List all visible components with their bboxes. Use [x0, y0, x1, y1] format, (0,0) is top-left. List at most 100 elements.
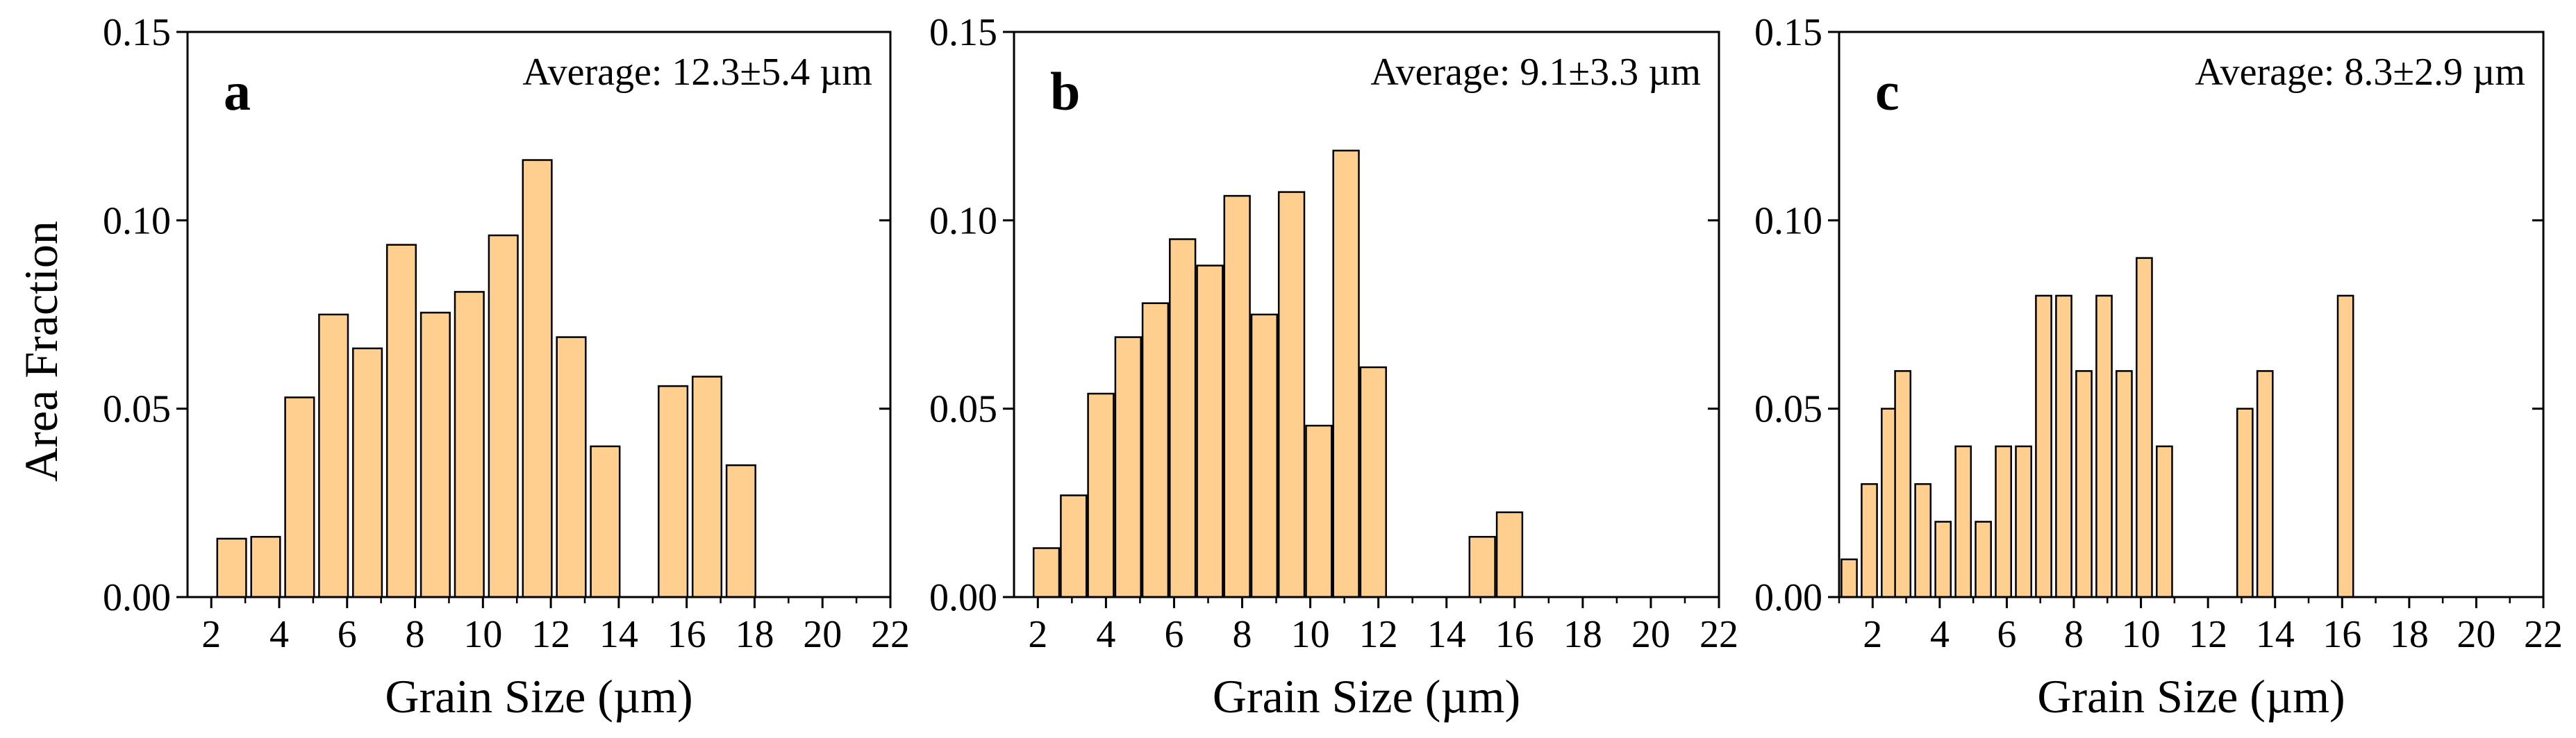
bar: 8.3 µm: 0.06 — [2075, 370, 2093, 598]
panel-letter: a — [224, 61, 251, 121]
y-tick-label: 0.15 — [1754, 11, 1822, 54]
x-tick-label: 20 — [1631, 613, 1670, 656]
x-tick-label: 2 — [201, 613, 221, 656]
bar: 15.05 µm: 0.016 — [1468, 535, 1496, 598]
y-tick-label: 0.05 — [1754, 388, 1822, 431]
y-tick-label: 0.00 — [1754, 576, 1822, 619]
x-tick-label: 4 — [1096, 613, 1115, 656]
x-tick-label: 18 — [735, 613, 774, 656]
average-annotation: Average: 12.3±5.4 µm — [522, 51, 872, 94]
y-tick-label: 0.05 — [929, 388, 997, 431]
y-tick-label: 0.10 — [103, 199, 171, 242]
bar: 4.65 µm: 0.069 — [1114, 336, 1142, 598]
bar: 3.6 µm: 0.016 — [250, 535, 281, 598]
panel-c: 1.3 µm: 0.011.9 µm: 0.032.5 µm: 0.052.9 … — [1754, 11, 2563, 723]
x-tick-label: 6 — [1997, 613, 2016, 656]
x-tick-label: 8 — [1233, 613, 1252, 656]
x-tick-label: 14 — [2256, 613, 2295, 656]
x-tick-label: 22 — [2524, 613, 2563, 656]
y-tick-label: 0.05 — [103, 388, 171, 431]
x-axis-title: Grain Size (µm) — [1213, 670, 1520, 723]
panel-letter: c — [1875, 61, 1900, 121]
bar: 4.6 µm: 0.053 — [284, 396, 315, 598]
bar: 15.6 µm: 0.056 — [658, 385, 689, 598]
x-tick-label: 8 — [406, 613, 425, 656]
average-annotation: Average: 9.1±3.3 µm — [1370, 51, 1701, 94]
x-tick-label: 20 — [2457, 613, 2495, 656]
bar: 7.7 µm: 0.08 — [2055, 294, 2072, 598]
x-tick-label: 12 — [531, 613, 570, 656]
bar: 8.6 µm: 0.0755 — [419, 312, 451, 598]
bar: 12.6 µm: 0.069 — [556, 336, 587, 598]
average-annotation: Average: 8.3±2.9 µm — [2195, 51, 2525, 94]
bar: 10.1 µm: 0.09 — [2136, 257, 2153, 598]
bar: 8.65 µm: 0.075 — [1250, 313, 1279, 598]
bar: 5.6 µm: 0.075 — [318, 313, 349, 598]
bar: 9.6 µm: 0.081 — [454, 291, 485, 598]
x-tick-label: 20 — [803, 613, 842, 656]
bar: 15.85 µm: 0.0225 — [1495, 511, 1524, 598]
bar: 6.5 µm: 0.04 — [2015, 445, 2032, 598]
bar: 6.25 µm: 0.095 — [1169, 238, 1197, 598]
bar: 4.7 µm: 0.04 — [1954, 445, 1972, 598]
y-tick-label: 0.00 — [103, 576, 171, 619]
x-axis-title: Grain Size (µm) — [385, 670, 692, 723]
x-tick-label: 8 — [2064, 613, 2084, 656]
bar: 7.05 µm: 0.088 — [1196, 265, 1224, 598]
x-tick-label: 6 — [1164, 613, 1183, 656]
bar: 10.6 µm: 0.096 — [488, 234, 519, 598]
panel-b: 2.25 µm: 0.0133.05 µm: 0.0273.85 µm: 0.0… — [929, 11, 1738, 723]
x-tick-label: 2 — [1028, 613, 1047, 656]
x-tick-label: 4 — [269, 613, 289, 656]
bar: 1.9 µm: 0.03 — [1861, 483, 1878, 598]
plot-frame — [186, 31, 892, 598]
bar: 3.85 µm: 0.054 — [1087, 392, 1115, 598]
x-tick-label: 6 — [338, 613, 357, 656]
x-tick-label: 16 — [667, 613, 706, 656]
x-tick-label: 22 — [1700, 613, 1738, 656]
x-tick-label: 14 — [599, 613, 638, 656]
bar: 5.9 µm: 0.04 — [1995, 445, 2012, 598]
y-tick-label: 0.15 — [103, 11, 171, 54]
x-tick-label: 16 — [1495, 613, 1534, 656]
bar: 13.1 µm: 0.05 — [2236, 408, 2254, 598]
bar: 13.6 µm: 0.04 — [590, 445, 621, 598]
panel-a: 2.6 µm: 0.01553.6 µm: 0.0164.6 µm: 0.053… — [103, 11, 910, 723]
x-tick-label: 4 — [1930, 613, 1950, 656]
bar: 17.6 µm: 0.035 — [725, 464, 756, 598]
bar: 10.25 µm: 0.0455 — [1305, 424, 1333, 598]
x-tick-label: 22 — [871, 613, 910, 656]
x-tick-label: 18 — [1563, 613, 1602, 656]
bar: 13.7 µm: 0.06 — [2256, 370, 2274, 598]
x-tick-label: 10 — [2122, 613, 2161, 656]
bar: 1.3 µm: 0.01 — [1840, 558, 1858, 598]
x-tick-label: 18 — [2390, 613, 2429, 656]
bar: 11.05 µm: 0.1185 — [1332, 149, 1360, 598]
bar: 16.1 µm: 0.08 — [2336, 294, 2354, 598]
bar: 16.6 µm: 0.0585 — [691, 376, 723, 598]
bar: 3.05 µm: 0.027 — [1060, 494, 1088, 598]
x-tick-label: 14 — [1427, 613, 1466, 656]
bar: 6.6 µm: 0.066 — [352, 347, 383, 598]
y-tick-label: 0.10 — [929, 199, 997, 242]
x-tick-label: 10 — [463, 613, 502, 656]
bar: 3.5 µm: 0.03 — [1914, 483, 1932, 598]
bar: 9.45 µm: 0.1075 — [1277, 191, 1306, 598]
y-tick-label: 0.15 — [929, 11, 997, 54]
x-tick-label: 12 — [1359, 613, 1398, 656]
bar: 7.1 µm: 0.08 — [2035, 294, 2052, 598]
bar: 7.85 µm: 0.1065 — [1223, 194, 1251, 598]
x-axis-title: Grain Size (µm) — [2037, 670, 2345, 723]
x-tick-label: 2 — [1863, 613, 1882, 656]
bar: 4.1 µm: 0.02 — [1934, 521, 1952, 598]
bar: 2.6 µm: 0.0155 — [216, 537, 247, 598]
bar: 2.9 µm: 0.06 — [1894, 370, 1912, 598]
plot-frame — [1838, 31, 2545, 598]
bar: 8.9 µm: 0.08 — [2095, 294, 2113, 598]
bar: 11.85 µm: 0.061 — [1359, 366, 1387, 598]
y-tick-label: 0.00 — [929, 576, 997, 619]
bar: 5.3 µm: 0.02 — [1975, 521, 1992, 598]
bar: 5.45 µm: 0.078 — [1141, 302, 1170, 598]
y-axis-title: Area Fraction — [15, 221, 67, 482]
